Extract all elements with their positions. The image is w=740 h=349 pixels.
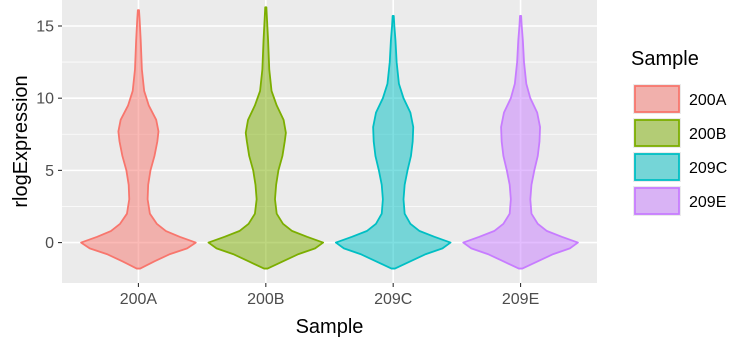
x-tick-label: 209E [502, 291, 539, 308]
violin-209c [334, 14, 452, 270]
violins [80, 6, 579, 270]
x-axis: 200A 200B 209C 209E [120, 283, 539, 308]
legend-title: Sample [631, 48, 699, 70]
x-axis-title: Sample [296, 316, 364, 338]
x-tick-label: 200B [247, 291, 284, 308]
x-tick-label: 200A [120, 291, 158, 308]
legend-key-200b [634, 119, 680, 147]
violin-209e [462, 14, 579, 270]
y-tick-label: 0 [45, 235, 54, 252]
legend: Sample 200A 200B 209C 209E [631, 48, 727, 216]
y-axis-title: rlogExpression [10, 75, 32, 207]
legend-key-209c [634, 153, 680, 181]
legend-label: 209C [689, 160, 727, 177]
y-tick-label: 10 [36, 91, 54, 108]
violin-200a [80, 9, 197, 270]
violin-200b [207, 6, 325, 270]
y-tick-label: 5 [45, 163, 54, 180]
legend-key-209e [634, 187, 680, 215]
y-tick-label: 15 [36, 18, 54, 35]
x-tick-label: 209C [374, 291, 412, 308]
y-axis: 0 5 10 15 [36, 18, 62, 252]
legend-label: 209E [689, 194, 726, 211]
legend-label: 200A [689, 92, 727, 109]
legend-label: 200B [689, 126, 726, 143]
legend-key-200a [634, 85, 680, 113]
